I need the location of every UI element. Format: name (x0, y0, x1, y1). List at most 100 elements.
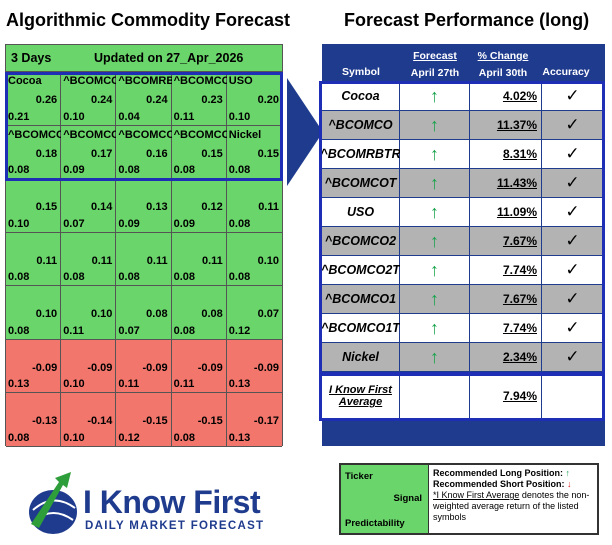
cell-signal: -0.09 (32, 361, 58, 374)
checkmark-icon: ✓ (542, 198, 603, 226)
cell-ticker: USO (228, 75, 253, 87)
forecast-cell: 0.11 0.08 (6, 232, 62, 286)
performance-row: ^BCOMCOT ↑ 11.43% ✓ (322, 169, 605, 198)
header-symbol: Symbol (342, 66, 380, 78)
cell-predictability: 0.11 (173, 110, 195, 123)
forecast-cell: 0.12 0.09 (171, 179, 227, 233)
cell-signal: 0.17 (90, 147, 113, 160)
cell-signal: 0.15 (35, 201, 58, 213)
legend-ticker: Ticker (345, 471, 373, 482)
cell-signal: 0.24 (90, 94, 113, 106)
cell-predictability: 0.07 (63, 217, 85, 230)
performance-title: Forecast Performance (long) (344, 10, 590, 30)
cell-ticker: ^BCOMCOT (173, 75, 228, 87)
cell-signal: 0.16 (146, 147, 168, 160)
cell-ticker: Nickel (228, 128, 262, 141)
cell-predictability: 0.11 (118, 378, 140, 390)
checkmark-icon: ✓ (542, 227, 603, 255)
row-symbol: ^BCOMCO1T (321, 314, 400, 342)
cell-ticker: ^BCOMRBTR (118, 75, 173, 87)
forecast-cell: -0.09 0.11 (171, 339, 227, 393)
cell-ticker: ^BCOMCO (63, 75, 118, 87)
cell-signal: 0.11 (146, 254, 168, 267)
row-symbol: Cocoa (322, 82, 400, 110)
header-change: % Change April 30th (470, 44, 536, 82)
forecast-title: Algorithmic Commodity Forecast (6, 10, 291, 30)
row-change: 8.31% (470, 140, 542, 168)
legend-note: *I Know First Average denotes the non-we… (433, 490, 590, 522)
up-arrow-icon: ↑ (400, 314, 470, 342)
header-change-date: April 30th (478, 67, 528, 79)
cell-predictability: 0.08 (118, 164, 140, 176)
cell-predictability: 0.09 (118, 217, 140, 230)
forecast-cell: 0.10 0.11 (61, 286, 117, 340)
cell-predictability: 0.08 (8, 324, 30, 337)
legend-signal: Signal (393, 493, 422, 504)
grid-body: Cocoa 0.26 0.21 ^BCOMCO 0.24 0.10 ^BCOMRBTR 0.2… (6, 72, 282, 447)
cell-ticker: Cocoa (8, 75, 42, 87)
cell-signal: 0.11 (36, 254, 58, 267)
cell-predictability: 0.12 (118, 431, 140, 444)
up-arrow-icon: ↑ (400, 227, 470, 255)
forecast-cell: 0.08 0.08 (171, 286, 227, 340)
cell-signal: 0.23 (201, 94, 223, 106)
cell-predictability: 0.10 (63, 378, 85, 390)
forecast-cell: -0.13 0.08 (6, 393, 62, 447)
cell-predictability: 0.08 (173, 431, 196, 444)
cell-predictability: 0.11 (173, 378, 195, 390)
cell-signal: 0.20 (257, 94, 279, 106)
cell-signal: 0.13 (146, 201, 168, 213)
up-arrow-icon: ↑ (400, 169, 470, 197)
forecast-cell: 0.11 0.08 (61, 232, 117, 286)
header-forecast-label: Forecast (413, 50, 457, 62)
cell-signal: 0.08 (146, 308, 168, 320)
performance-row: ^BCOMCO ↑ 11.37% ✓ (322, 111, 605, 140)
forecast-cell: 0.10 0.08 (226, 232, 282, 286)
header-change-label: % Change (477, 50, 529, 62)
cell-predictability: 0.08 (118, 271, 140, 283)
legend-predictability: Predictability (345, 518, 405, 529)
cell-predictability: 0.08 (173, 271, 196, 283)
forecast-cell: -0.09 0.13 (226, 339, 282, 393)
cell-signal: 0.10 (35, 308, 58, 320)
cell-signal: -0.17 (253, 415, 279, 427)
checkmark-icon: ✓ (542, 256, 603, 284)
up-arrow-icon: ↑ (400, 285, 470, 313)
forecast-cell: ^BCOMCO2 0.18 0.08 (6, 125, 62, 179)
cell-signal: -0.14 (87, 415, 113, 427)
forecast-cell: ^BCOMCO1T 0.15 0.08 (171, 125, 228, 179)
performance-table: Symbol Forecast April 27th % Change Apri… (320, 44, 605, 446)
cell-ticker: ^BCOMCO2T (63, 128, 118, 141)
legend-long: Recommended Long Position: ↑ (433, 468, 571, 478)
checkmark-icon: ✓ (542, 314, 603, 342)
forecast-cell: Cocoa 0.26 0.21 (6, 72, 62, 126)
row-symbol: ^BCOMCO1 (322, 285, 400, 313)
up-arrow-icon: ↑ (400, 198, 470, 226)
row-symbol: ^BCOMCO2T (321, 256, 400, 284)
average-row: I Know First Average 7.94% (322, 374, 605, 418)
forecast-cell: -0.15 0.12 (116, 393, 172, 447)
cell-signal: 0.10 (257, 254, 279, 267)
row-change: 7.74% (470, 314, 542, 342)
cell-predictability: 0.10 (228, 110, 251, 123)
up-arrow-icon: ↑ (400, 111, 470, 139)
up-arrow-icon: ↑ (400, 343, 470, 371)
cell-predictability: 0.21 (8, 110, 30, 123)
row-change: 11.09% (470, 198, 542, 226)
performance-highlight (319, 81, 605, 375)
cell-predictability: 0.08 (173, 324, 196, 337)
cell-predictability: 0.13 (8, 378, 30, 390)
updated-date: Updated on 27_Apr_2026 (94, 51, 244, 65)
row-symbol: ^BCOMCO2 (322, 227, 400, 255)
checkmark-icon: ✓ (542, 82, 603, 110)
cell-signal: 0.15 (201, 147, 223, 160)
forecast-cell: ^BCOMCOT 0.23 0.11 (171, 72, 228, 126)
grid-header: 3 Days Updated on 27_Apr_2026 (6, 45, 282, 72)
row-change: 7.74% (470, 256, 542, 284)
row-change: 11.43% (470, 169, 542, 197)
cell-predictability: 0.09 (63, 164, 85, 176)
forecast-cell: 0.11 0.08 (226, 179, 282, 233)
logo: I Know First DAILY MARKET FORECAST (25, 462, 275, 537)
row-change: 2.34% (470, 343, 542, 371)
up-arrow-icon: ↑ (400, 140, 470, 168)
